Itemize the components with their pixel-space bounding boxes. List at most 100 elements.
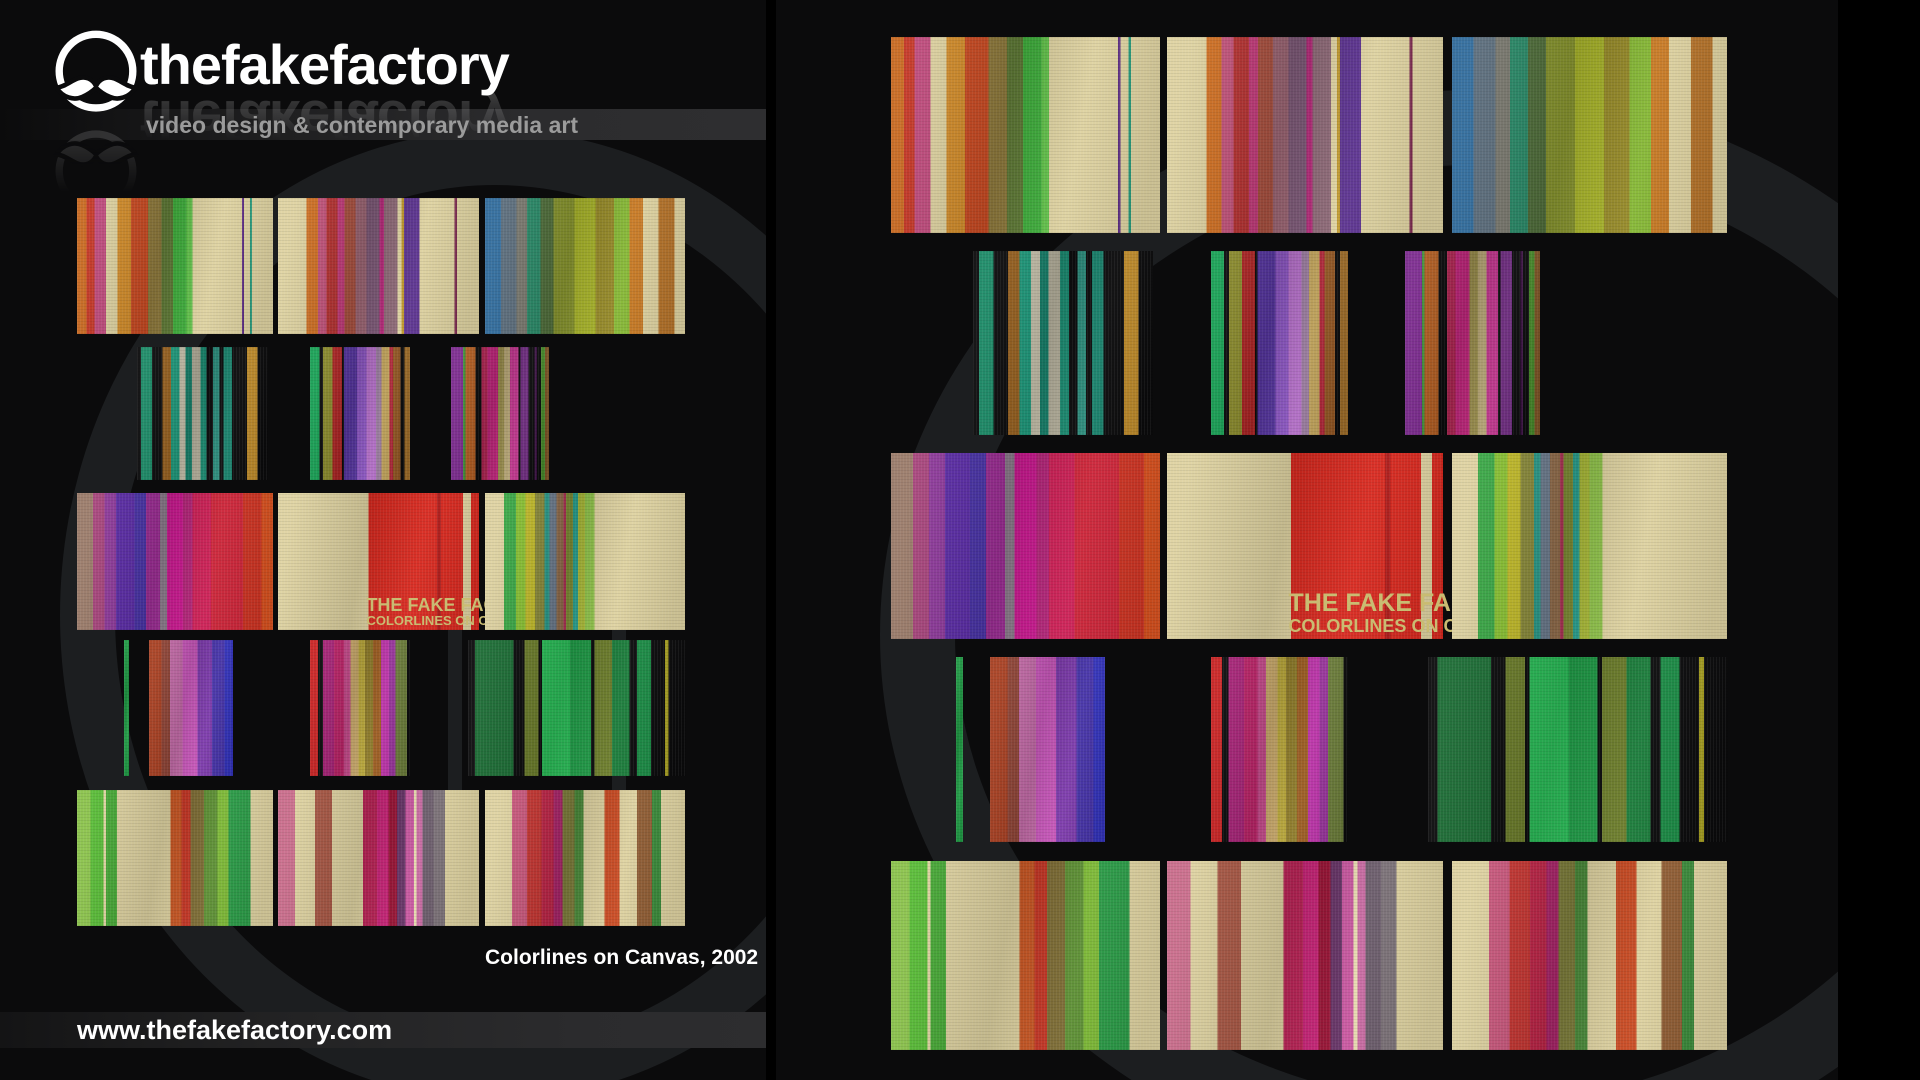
artwork-tile-a3 [1452, 37, 1727, 233]
artwork-tile-a9 [485, 493, 685, 630]
url-bar [0, 1012, 766, 1048]
artwork-tile-a1 [77, 198, 273, 334]
fabric-sheen [310, 640, 410, 776]
fabric-sheen [485, 790, 685, 926]
canvas-texture [1452, 37, 1727, 233]
outer-black-area [1838, 0, 1920, 1080]
fabric-sheen [468, 640, 686, 776]
page-right: THE FAKE FACTORY COLORLINES ON CANVAS [776, 0, 1838, 1080]
fabric-sheen [278, 790, 479, 926]
canvas-texture [485, 198, 685, 334]
tagline-bar [0, 109, 766, 140]
page-left: thefakefactory thefakefactory video desi… [0, 0, 766, 1080]
canvas-texture [990, 657, 1105, 842]
canvas-texture [485, 493, 685, 630]
fabric-sheen [1452, 37, 1727, 233]
canvas-texture [149, 640, 233, 776]
artwork-tile-a15 [485, 790, 685, 926]
artwork-tile-a11 [1211, 657, 1348, 842]
mustache-logo-reflection [52, 130, 140, 212]
fabric-sheen [973, 251, 1153, 435]
fabric-sheen [1452, 861, 1727, 1050]
canvas-texture [124, 640, 129, 776]
page-gap-divider [766, 0, 776, 1080]
fabric-sheen [77, 198, 273, 334]
artwork-title-label: THE FAKE FACTORY COLORLINES ON CANVAS [1288, 589, 1538, 636]
canvas-texture [1405, 251, 1540, 435]
canvas-texture [1428, 657, 1728, 842]
brand-name: thefakefactory [140, 33, 510, 96]
canvas-texture [468, 640, 686, 776]
fabric-sheen [77, 493, 273, 630]
artwork-tile-a11 [310, 640, 410, 776]
canvas-texture [310, 347, 410, 480]
fabric-sheen [956, 657, 963, 842]
artwork-tile-a6 [1405, 251, 1540, 435]
artwork-tile-a14 [1167, 861, 1443, 1050]
brand-tagline: video design & contemporary media art [146, 112, 579, 138]
fabric-sheen [891, 861, 1160, 1050]
canvas-texture [1167, 37, 1443, 233]
canvas-texture [891, 37, 1160, 233]
canvas-texture [891, 453, 1160, 639]
fabric-sheen [1405, 251, 1540, 435]
canvas-texture [77, 493, 273, 630]
canvas-texture [485, 790, 685, 926]
artwork-tile-a12 [468, 640, 686, 776]
artwork-tile-a2 [278, 198, 479, 334]
fabric-sheen [1211, 657, 1348, 842]
fabric-sheen [891, 37, 1160, 233]
canvas-texture [278, 198, 479, 334]
fabric-sheen [990, 657, 1105, 842]
artwork-title-label: THE FAKE FACTORY COLORLINES ON CANVAS [366, 594, 546, 629]
fabric-sheen [485, 493, 685, 630]
fabric-sheen [278, 198, 479, 334]
fabric-sheen [1167, 861, 1443, 1050]
artwork-tile-a9 [1452, 453, 1727, 639]
artwork-tile-a5 [310, 347, 410, 480]
canvas-texture [1452, 861, 1727, 1050]
fabric-sheen [124, 640, 129, 776]
artwork-tile-a10 [990, 657, 1105, 842]
canvas-texture [973, 251, 1153, 435]
artwork-title-line2: COLORLINES ON CANVAS [1288, 615, 1519, 636]
fabric-sheen [310, 347, 410, 480]
artwork-title-line1: THE FAKE FACTORY [1288, 589, 1538, 618]
artwork-tile-a5 [1211, 251, 1348, 435]
series-caption: Colorlines on Canvas, 2002 [485, 946, 759, 969]
canvas-texture [1452, 453, 1727, 639]
artwork-tile-a3 [485, 198, 685, 334]
canvas-texture [310, 640, 410, 776]
canvas-texture [77, 790, 273, 926]
artwork-tile-thin_green [124, 640, 129, 776]
canvas-texture [1211, 657, 1348, 842]
artwork-tile-a8: THE FAKE FACTORY COLORLINES ON CANVAS [1167, 453, 1538, 639]
artwork-tile-a12 [1428, 657, 1728, 842]
artwork-tile-a7 [891, 453, 1160, 639]
artwork-tile-a4 [137, 347, 268, 480]
fabric-sheen [149, 640, 233, 776]
fabric-sheen [1211, 251, 1348, 435]
fabric-sheen [77, 790, 273, 926]
canvas-texture [77, 198, 273, 334]
canvas-texture [891, 861, 1160, 1050]
artwork-tile-a4 [973, 251, 1153, 435]
canvas-texture [451, 347, 549, 480]
fabric-sheen [1167, 37, 1443, 233]
artwork-tile-a13 [891, 861, 1160, 1050]
website-url-link[interactable]: www.thefakefactory.com [77, 1015, 393, 1045]
artwork-tile-a1 [891, 37, 1160, 233]
mustache-logo-icon [52, 30, 140, 112]
canvas-texture [1167, 453, 1443, 639]
artwork-title-line1: THE FAKE FACTORY [366, 594, 546, 615]
artwork-tile-a8: THE FAKE FACTORY COLORLINES ON CANVAS [278, 493, 546, 630]
artwork-tile-a14 [278, 790, 479, 926]
canvas-texture [1167, 861, 1443, 1050]
artwork-tile-a13 [77, 790, 273, 926]
artwork-title-line2: COLORLINES ON CANVAS [366, 613, 533, 629]
artwork-tile-a15 [1452, 861, 1727, 1050]
fabric-sheen [278, 493, 479, 630]
canvas-texture [956, 657, 963, 842]
artwork-tile-thin_green [956, 657, 963, 842]
artwork-tile-a6 [451, 347, 549, 480]
